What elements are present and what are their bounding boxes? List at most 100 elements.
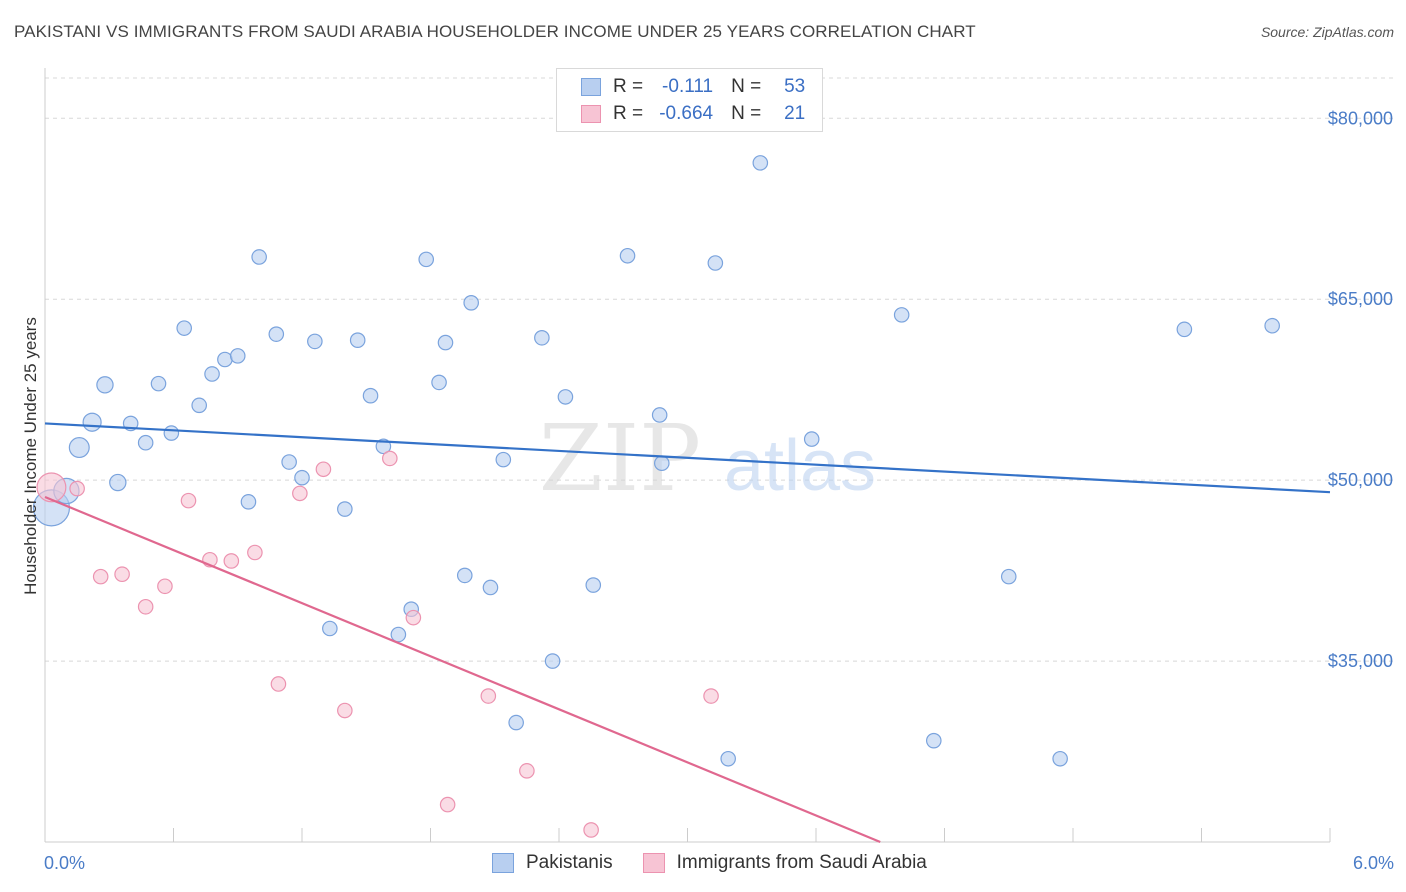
- y-tick-label: $35,000: [1328, 651, 1393, 671]
- pakistani-point: [82, 412, 102, 432]
- pakistani-point: [281, 454, 297, 470]
- pakistani-point: [707, 255, 724, 271]
- pakistani-point: [229, 348, 246, 364]
- saudi-point: [247, 544, 263, 561]
- pakistani-point: [163, 425, 180, 441]
- legend-swatch-blue: [492, 853, 514, 873]
- pakistani-point: [431, 374, 447, 391]
- pakistani-point: [322, 620, 338, 637]
- legend-swatch-blue: [581, 78, 601, 96]
- legend-n-value: 53: [784, 76, 806, 97]
- series-legend: Pakistanis Immigrants from Saudi Arabia: [492, 852, 957, 874]
- pakistani-point: [251, 249, 267, 265]
- pakistani-point: [495, 451, 512, 468]
- saudi-point: [36, 472, 67, 503]
- saudi-point: [480, 688, 497, 704]
- legend-r-value: -0.664: [659, 103, 714, 124]
- x-tick-label: 0.0%: [44, 853, 85, 873]
- saudi-point: [292, 485, 308, 502]
- y-tick-label: $65,000: [1328, 289, 1393, 309]
- pakistani-point: [204, 366, 220, 382]
- pakistani-point: [109, 473, 127, 492]
- legend-n-value: 21: [784, 103, 806, 124]
- watermark-zip: ZIP: [539, 405, 701, 512]
- legend-item-pakistanis[interactable]: Pakistanis: [492, 852, 613, 874]
- pakistani-point: [1176, 321, 1193, 338]
- legend-n-label: N =: [731, 76, 762, 97]
- saudi-point: [583, 822, 599, 838]
- legend-row-saudi: R = -0.664 N = 21: [581, 102, 805, 126]
- saudi-point: [69, 480, 85, 497]
- pakistani-point: [508, 714, 524, 731]
- data-points: [32, 155, 1280, 838]
- pakistani-point: [585, 577, 602, 593]
- saudi-point: [337, 702, 353, 719]
- y-axis-label: Householder Income Under 25 years: [21, 317, 40, 595]
- pakistani-point: [456, 567, 473, 584]
- saudi-point: [382, 450, 398, 467]
- pakistani-point: [137, 434, 154, 451]
- pakistani-point: [619, 247, 636, 264]
- pakistani-point: [96, 376, 114, 394]
- legend-swatch-pink: [581, 105, 601, 123]
- legend-label-saudi: Immigrants from Saudi Arabia: [676, 852, 927, 873]
- grid-lines: [45, 77, 1395, 662]
- saudi-point: [223, 553, 240, 569]
- pakistani-point: [557, 389, 574, 405]
- tick-labels: $35,000 $50,000 $65,000 $80,000 0.0% 6.0%: [44, 108, 1394, 873]
- pakistani-point: [482, 579, 499, 596]
- saudi-point: [519, 763, 535, 779]
- saudi-point: [315, 461, 332, 478]
- legend-row-pakistanis: R = -0.111 N = 53: [581, 75, 805, 99]
- y-tick-label: $50,000: [1328, 470, 1393, 490]
- pakistani-point: [651, 407, 668, 423]
- pakistani-point: [893, 307, 910, 323]
- saudi-point: [439, 796, 456, 813]
- pakistani-point: [418, 251, 435, 268]
- y-tick-label: $80,000: [1328, 108, 1393, 128]
- pakistani-point: [191, 397, 207, 414]
- chart-title: PAKISTANI VS IMMIGRANTS FROM SAUDI ARABI…: [14, 22, 976, 41]
- legend-label-pakistanis: Pakistanis: [526, 852, 613, 873]
- saudi-point: [92, 568, 109, 585]
- pakistani-point: [653, 455, 670, 472]
- legend-swatch-pink: [642, 853, 665, 873]
- legend-r-label: R =: [613, 76, 644, 97]
- legend-item-saudi[interactable]: Immigrants from Saudi Arabia: [642, 852, 927, 874]
- pakistani-point: [544, 653, 561, 669]
- pakistani-trend-line: [44, 422, 1331, 494]
- pakistani-point: [307, 333, 323, 350]
- saudi-point: [180, 492, 197, 509]
- pakistani-point: [803, 431, 820, 447]
- pakistani-point: [68, 437, 90, 459]
- axes: [44, 68, 1331, 843]
- trend-lines: [44, 422, 1331, 844]
- pakistani-point: [463, 295, 479, 311]
- pakistani-point: [925, 732, 942, 749]
- pakistani-point: [534, 329, 550, 346]
- saudi-point: [270, 676, 287, 692]
- legend-n-label: N =: [731, 103, 762, 124]
- pakistani-point: [1052, 750, 1068, 767]
- saudi-point: [137, 598, 154, 615]
- pakistani-point: [349, 332, 366, 348]
- pakistani-point: [240, 494, 257, 510]
- pakistani-point: [1264, 317, 1280, 334]
- pakistani-point: [362, 387, 379, 404]
- pakistani-point: [337, 501, 353, 517]
- saudi-point: [114, 566, 130, 583]
- pakistani-point: [217, 351, 233, 368]
- x-tick-label: 6.0%: [1353, 853, 1394, 873]
- saudi-point: [703, 688, 719, 704]
- pakistani-point: [150, 375, 167, 392]
- pakistani-point: [720, 750, 736, 767]
- saudi-point: [405, 609, 422, 626]
- source-credit: Source: ZipAtlas.com: [1260, 24, 1394, 40]
- pakistani-point: [437, 334, 454, 351]
- pakistani-point: [390, 626, 407, 643]
- pakistani-point: [752, 155, 769, 171]
- pakistani-point: [1000, 568, 1017, 585]
- legend-r-label: R =: [613, 103, 644, 124]
- pakistani-point: [268, 326, 285, 342]
